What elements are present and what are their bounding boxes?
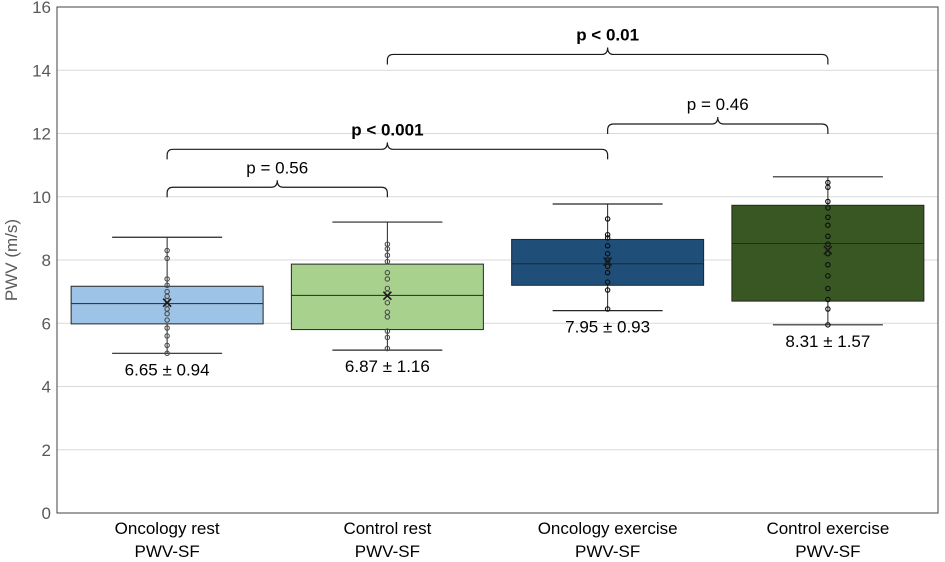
data-point [825,285,831,292]
data-point [164,317,170,323]
y-tick-label: 16 [32,0,51,17]
box-summary-label: 8.31 ± 1.57 [785,332,870,351]
data-point [825,222,831,228]
data-point [604,287,611,293]
data-point [384,309,391,315]
mean-marker [162,298,172,308]
data-point [825,261,831,268]
category-label: PWV-SF [575,542,640,561]
data-point [825,306,831,312]
data-point [604,243,611,249]
data-point [604,306,611,312]
data-point [164,288,170,295]
data-point [384,276,391,282]
data-point [384,241,391,247]
data-point [384,328,391,334]
significance-bracket [386,47,829,65]
data-point [384,334,391,341]
data-point [164,282,170,289]
p-value-label: p < 0.01 [576,25,639,44]
data-point [604,263,611,270]
y-tick-label: 0 [42,504,51,523]
p-value-label: p = 0.56 [246,158,308,177]
box-group: 7.95 ± 0.93 [511,203,705,337]
data-point [164,247,170,254]
y-tick-label: 8 [42,251,51,270]
data-point [825,250,831,257]
box-group: 6.87 ± 1.16 [290,221,484,376]
p-value-label: p < 0.001 [351,120,423,139]
y-tick-label: 14 [32,61,51,80]
mean-marker [823,245,833,255]
data-point [384,269,391,276]
data-point [825,214,831,221]
data-point [825,205,831,211]
box-group: 6.65 ± 0.94 [70,236,264,379]
box-group: 8.31 ± 1.57 [731,176,925,351]
y-tick-label: 2 [42,441,51,460]
category-label: PWV-SF [135,542,200,561]
y-tick-label: 4 [42,378,51,397]
category-label: Oncology exercise [538,519,678,538]
box-iqr [731,204,925,302]
box-summary-label: 7.95 ± 0.93 [565,318,650,337]
data-point [825,241,831,247]
mean-marker [603,257,613,267]
data-point [164,276,170,282]
axes: 0 2 4 6 8 10 12 14 16 Oncology rest PWV-SF Control … [32,0,939,561]
plot-frame [56,6,939,514]
y-tick-label: 10 [32,188,51,207]
category-label: Oncology rest [115,519,220,538]
significance-bracket [166,180,388,198]
category-label: PWV-SF [355,542,420,561]
data-point [604,250,611,257]
data-point [384,345,391,352]
data-point [604,269,611,276]
y-tick-label: 12 [32,125,51,144]
significance-annotations: p = 0.56 p < 0.001 p = 0.46 p < 0.01 [166,25,829,198]
y-axis-label: PWV (m/s) [2,219,21,301]
data-point [384,258,391,265]
data-point [825,296,831,303]
category-label: Control rest [343,519,431,538]
y-tick-label: 6 [42,314,51,333]
data-point [604,279,611,285]
data-point [825,322,831,328]
data-point [825,233,831,240]
box-summary-label: 6.65 ± 0.94 [125,360,210,379]
p-value-label: p = 0.46 [687,95,749,114]
data-point [384,252,391,259]
box-summary-label: 6.87 ± 1.16 [345,357,430,376]
mean-marker [382,291,392,301]
significance-bracket [607,116,829,135]
category-label: PWV-SF [795,542,860,561]
category-label: Control exercise [766,519,889,538]
data-point [384,299,391,306]
data-point [164,342,170,349]
data-point [164,333,170,339]
data-point [164,350,170,357]
data-point [825,198,831,205]
data-point [384,285,391,292]
significance-bracket [166,142,609,160]
data-point [164,325,170,331]
data-point [825,273,831,279]
boxes: 6.65 ± 0.94 6.87 ± 1.16 7.95 ± 0.93 8.31 ± … [70,176,925,379]
data-point [164,255,170,262]
data-point [825,179,831,186]
data-point [604,235,611,241]
data-point [604,216,611,222]
data-point [604,231,611,238]
